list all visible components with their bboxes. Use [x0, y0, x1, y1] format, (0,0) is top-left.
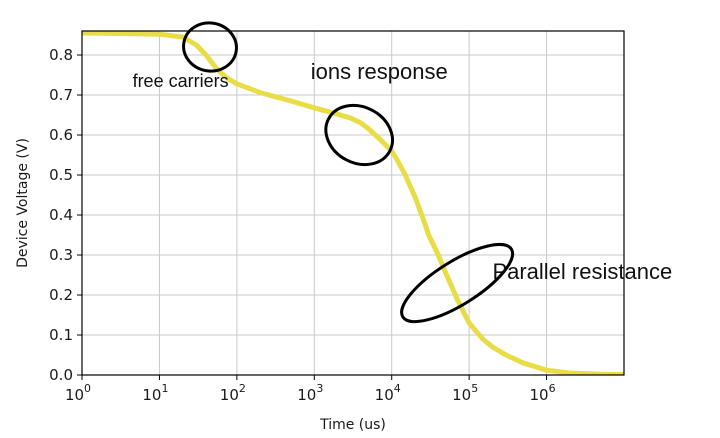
y-tick-label: 0.0 [49, 366, 73, 384]
x-tick-exponent: 2 [239, 382, 246, 395]
x-tick-label: 101 [142, 382, 168, 404]
x-tick-base: 10 [65, 386, 84, 404]
x-tick-label: 106 [530, 382, 556, 404]
x-tick-label: 104 [375, 382, 401, 404]
y-axis-ticks: 0.0 0.1 0.2 0.3 0.4 0.5 0.6 0.7 0.8 [49, 46, 82, 384]
x-axis-label: Time (us) [319, 417, 386, 433]
y-tick-label: 0.6 [49, 126, 73, 144]
annotation-label: Parallel resistance [492, 259, 672, 284]
x-tick-base: 10 [452, 386, 471, 404]
x-tick-label: 100 [65, 382, 91, 404]
x-tick-label: 102 [220, 382, 246, 404]
y-tick-label: 0.8 [49, 46, 73, 64]
x-tick-exponent: 5 [471, 382, 478, 395]
x-tick-exponent: 1 [161, 382, 168, 395]
x-tick-label: 103 [297, 382, 323, 404]
x-tick-base: 10 [375, 386, 394, 404]
annotation-label: ions response [311, 59, 448, 84]
series-line [82, 31, 624, 375]
y-tick-label: 0.4 [49, 206, 73, 224]
y-tick-label: 0.1 [49, 326, 73, 344]
x-axis-ticks: 100 101 102 103 104 105 106 [65, 375, 556, 404]
grid-lines [81, 31, 624, 376]
annotation-label: free carriers [133, 71, 229, 91]
y-axis-label: Device Voltage (V) [15, 138, 31, 268]
x-tick-base: 10 [530, 386, 549, 404]
y-tick-label: 0.2 [49, 286, 73, 304]
x-tick-label: 105 [452, 382, 478, 404]
x-tick-base: 10 [220, 386, 239, 404]
x-tick-exponent: 4 [394, 382, 401, 395]
x-tick-base: 10 [142, 386, 161, 404]
x-tick-exponent: 6 [549, 382, 556, 395]
x-tick-base: 10 [297, 386, 316, 404]
y-tick-label: 0.3 [49, 246, 73, 264]
annotation-ellipse [324, 103, 394, 167]
y-tick-label: 0.5 [49, 166, 73, 184]
x-tick-exponent: 0 [84, 382, 91, 395]
plot-frame [81, 30, 625, 376]
annotation-ellipse [182, 21, 238, 73]
series-lines [82, 31, 624, 375]
x-tick-exponent: 3 [316, 382, 323, 395]
annotations: free carriers ions response Parallel resis… [133, 21, 672, 324]
y-tick-label: 0.7 [49, 86, 73, 104]
annotation-ellipse [400, 242, 515, 324]
